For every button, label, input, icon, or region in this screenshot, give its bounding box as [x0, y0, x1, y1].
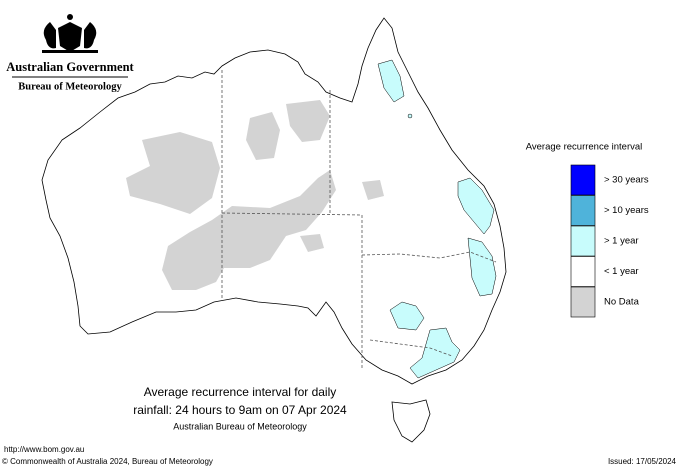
agency-title: Australian Government — [6, 60, 134, 74]
emblem — [42, 14, 98, 53]
legend-swatch — [570, 195, 596, 226]
caption-source: Australian Bureau of Meteorology — [173, 421, 307, 431]
no-data-areas — [126, 100, 384, 290]
footer-issued: Issued: 17/05/2024 — [608, 457, 677, 466]
legend: > 30 years > 10 years > 1 year < 1 year No D… — [570, 164, 649, 318]
recurrence-areas — [377, 59, 497, 379]
legend-swatch — [570, 225, 596, 257]
legend-title: Average recurrence interval — [526, 142, 643, 153]
legend-label: < 1 year — [604, 266, 639, 277]
state-borders — [221, 70, 497, 370]
legend-label: > 30 years — [604, 175, 649, 186]
legend-label: No Data — [604, 297, 640, 308]
footer-url: http://www.bom.gov.au — [4, 445, 84, 454]
legend-label: > 1 year — [604, 236, 639, 247]
legend-swatch — [570, 286, 596, 318]
legend-label: > 10 years — [604, 205, 649, 216]
tasmania — [391, 399, 431, 443]
caption-line: Average recurrence interval for daily — [144, 385, 337, 399]
legend-swatch — [570, 164, 596, 196]
legend-swatch — [570, 256, 596, 287]
mainland — [41, 17, 507, 385]
footer-copyright: © Commonwealth of Australia 2024, Bureau… — [2, 457, 213, 466]
caption-line: rainfall: 24 hours to 9am on 07 Apr 2024 — [133, 403, 347, 417]
agency-subtitle: Bureau of Meteorology — [18, 81, 122, 92]
